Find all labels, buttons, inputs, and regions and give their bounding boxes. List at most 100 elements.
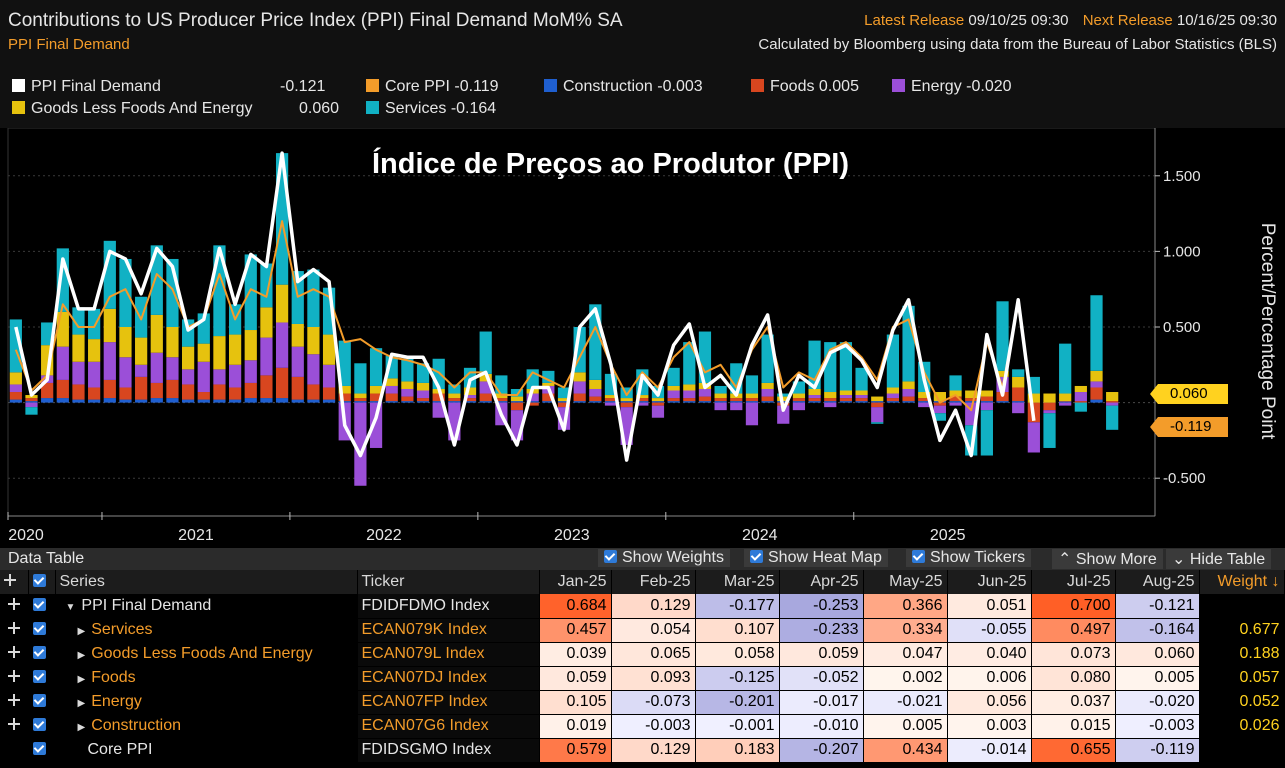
move-icon[interactable] bbox=[7, 646, 20, 658]
value-cell[interactable]: 0.003 bbox=[947, 714, 1032, 739]
expand-icon[interactable]: ▶ bbox=[77, 698, 86, 709]
value-cell[interactable]: 0.060 bbox=[1115, 642, 1200, 667]
value-cell[interactable]: -0.121 bbox=[1115, 594, 1200, 619]
row-checkbox[interactable] bbox=[32, 597, 46, 611]
ticker-cell[interactable]: FDIDFDMO Index bbox=[357, 594, 540, 619]
value-cell[interactable]: 0.105 bbox=[539, 690, 612, 715]
series-name-cell[interactable]: ▶ Services bbox=[55, 618, 358, 643]
value-cell[interactable]: 0.002 bbox=[863, 666, 948, 691]
value-cell[interactable]: 0.019 bbox=[539, 714, 612, 739]
series-name-cell[interactable]: Core PPI bbox=[55, 738, 358, 763]
col-header-month[interactable]: Apr-25 bbox=[779, 570, 864, 594]
value-cell[interactable]: 0.054 bbox=[611, 618, 696, 643]
table-row[interactable]: ▶ Energy ECAN07FP Index 0.105 -0.073 -0.201 -0… bbox=[0, 690, 1285, 715]
value-cell[interactable]: 0.107 bbox=[695, 618, 780, 643]
hide-table-button[interactable]: ⌄ Hide Table bbox=[1166, 549, 1272, 569]
move-icon[interactable] bbox=[4, 574, 16, 586]
value-cell[interactable]: -0.233 bbox=[779, 618, 864, 643]
value-cell[interactable]: 0.040 bbox=[947, 642, 1032, 667]
row-checkbox[interactable] bbox=[32, 742, 46, 755]
value-cell[interactable]: -0.125 bbox=[695, 666, 780, 691]
value-cell[interactable]: 0.093 bbox=[611, 666, 696, 691]
value-cell[interactable]: 0.037 bbox=[1031, 690, 1116, 715]
ticker-cell[interactable]: ECAN079K Index bbox=[357, 618, 540, 643]
legend-item-services[interactable]: Services -0.164 bbox=[366, 100, 496, 118]
show-weights-toggle[interactable]: Show Weights bbox=[598, 549, 730, 567]
collapse-icon[interactable]: ▼ bbox=[65, 601, 76, 613]
value-cell[interactable]: 0.684 bbox=[539, 594, 612, 619]
value-cell[interactable]: 0.434 bbox=[863, 738, 948, 763]
expand-icon[interactable]: ▶ bbox=[77, 674, 86, 685]
show-heat-map-toggle[interactable]: Show Heat Map bbox=[744, 549, 888, 567]
table-row[interactable]: Core PPI FDIDSGMO Index 0.579 0.129 0.183 -0.… bbox=[0, 738, 1285, 763]
legend-item-construction[interactable]: Construction -0.003 bbox=[544, 78, 703, 96]
value-cell[interactable]: 0.005 bbox=[863, 714, 948, 739]
value-cell[interactable]: 0.059 bbox=[779, 642, 864, 667]
move-icon[interactable] bbox=[7, 694, 20, 706]
legend-item-foods[interactable]: Foods 0.005 bbox=[751, 78, 859, 96]
chart-area[interactable]: 1.500 1.000 0.500 -0.500 2020 2021 2022 2023 202… bbox=[0, 128, 1285, 548]
chart-svg[interactable]: 1.500 1.000 0.500 -0.500 2020 2021 2022 2023 202… bbox=[0, 128, 1285, 548]
move-icon[interactable] bbox=[7, 718, 20, 730]
row-checkbox[interactable] bbox=[32, 718, 46, 731]
value-cell[interactable]: -0.073 bbox=[611, 690, 696, 715]
value-cell[interactable]: 0.183 bbox=[695, 738, 780, 763]
series-name-cell[interactable]: ▶ Construction bbox=[55, 714, 358, 739]
value-cell[interactable]: -0.003 bbox=[1115, 714, 1200, 739]
value-cell[interactable]: -0.201 bbox=[695, 690, 780, 715]
value-cell[interactable]: 0.015 bbox=[1031, 714, 1116, 739]
col-header-month[interactable]: Jan-25 bbox=[539, 570, 612, 594]
value-cell[interactable]: 0.056 bbox=[947, 690, 1032, 715]
value-cell[interactable]: 0.497 bbox=[1031, 618, 1116, 643]
row-checkbox[interactable] bbox=[32, 670, 46, 683]
series-name-cell[interactable]: ▶ Foods bbox=[55, 666, 358, 691]
value-cell[interactable]: -0.052 bbox=[779, 666, 864, 691]
select-all-checkbox[interactable] bbox=[32, 574, 46, 587]
series-name-cell[interactable]: ▶ Goods Less Foods And Energy bbox=[55, 642, 358, 667]
series-name-cell[interactable]: ▶ Energy bbox=[55, 690, 358, 715]
table-row[interactable]: ▶ Services ECAN079K Index 0.457 0.054 0.107 -0… bbox=[0, 618, 1285, 643]
col-header-month[interactable]: May-25 bbox=[863, 570, 948, 594]
value-cell[interactable]: 0.039 bbox=[539, 642, 612, 667]
legend-item-core-ppi[interactable]: Core PPI -0.119 bbox=[366, 78, 499, 96]
ticker-cell[interactable]: FDIDSGMO Index bbox=[357, 738, 540, 763]
ticker-cell[interactable]: ECAN07G6 Index bbox=[357, 714, 540, 739]
value-cell[interactable]: 0.655 bbox=[1031, 738, 1116, 763]
value-cell[interactable]: 0.073 bbox=[1031, 642, 1116, 667]
value-cell[interactable]: -0.001 bbox=[695, 714, 780, 739]
value-cell[interactable]: -0.055 bbox=[947, 618, 1032, 643]
value-cell[interactable]: -0.119 bbox=[1115, 738, 1200, 763]
table-row[interactable]: ▶ Construction ECAN07G6 Index 0.019 -0.003 -0… bbox=[0, 714, 1285, 739]
col-header-weight[interactable]: Weight ↓ bbox=[1199, 570, 1285, 594]
value-cell[interactable]: -0.003 bbox=[611, 714, 696, 739]
value-cell[interactable]: 0.334 bbox=[863, 618, 948, 643]
value-cell[interactable]: -0.020 bbox=[1115, 690, 1200, 715]
value-cell[interactable]: -0.164 bbox=[1115, 618, 1200, 643]
row-checkbox[interactable] bbox=[32, 622, 46, 635]
col-header-month[interactable]: Feb-25 bbox=[611, 570, 696, 594]
show-tickers-toggle[interactable]: Show Tickers bbox=[906, 549, 1032, 567]
expand-icon[interactable]: ▶ bbox=[77, 650, 86, 661]
value-cell[interactable]: 0.051 bbox=[947, 594, 1032, 619]
move-icon[interactable] bbox=[7, 622, 20, 634]
value-cell[interactable]: 0.059 bbox=[539, 666, 612, 691]
value-cell[interactable]: 0.700 bbox=[1031, 594, 1116, 619]
value-cell[interactable]: 0.080 bbox=[1031, 666, 1116, 691]
col-header-series[interactable]: Series bbox=[55, 570, 358, 594]
legend-item-goods-less-foods-energy[interactable]: Goods Less Foods And Energy 0.060 bbox=[12, 100, 339, 118]
value-cell[interactable]: 0.065 bbox=[611, 642, 696, 667]
table-row[interactable]: ▶ Foods ECAN07DJ Index 0.059 0.093 -0.125 -0.0… bbox=[0, 666, 1285, 691]
ticker-cell[interactable]: ECAN079L Index bbox=[357, 642, 540, 667]
value-cell[interactable]: -0.014 bbox=[947, 738, 1032, 763]
value-cell[interactable]: -0.017 bbox=[779, 690, 864, 715]
show-more-button[interactable]: ⌃ Show More bbox=[1052, 549, 1163, 569]
value-cell[interactable]: -0.177 bbox=[695, 594, 780, 619]
col-header-month[interactable]: Aug-25 bbox=[1115, 570, 1200, 594]
move-icon[interactable] bbox=[7, 597, 20, 610]
table-row[interactable]: ▼ PPI Final Demand FDIDFDMO Index 0.684 0.12… bbox=[0, 594, 1285, 619]
legend-item-energy[interactable]: Energy -0.020 bbox=[892, 78, 1012, 96]
value-cell[interactable]: 0.058 bbox=[695, 642, 780, 667]
table-row[interactable]: ▶ Goods Less Foods And Energy ECAN079L Ind… bbox=[0, 642, 1285, 667]
expand-icon[interactable]: ▶ bbox=[77, 626, 86, 637]
value-cell[interactable]: 0.047 bbox=[863, 642, 948, 667]
